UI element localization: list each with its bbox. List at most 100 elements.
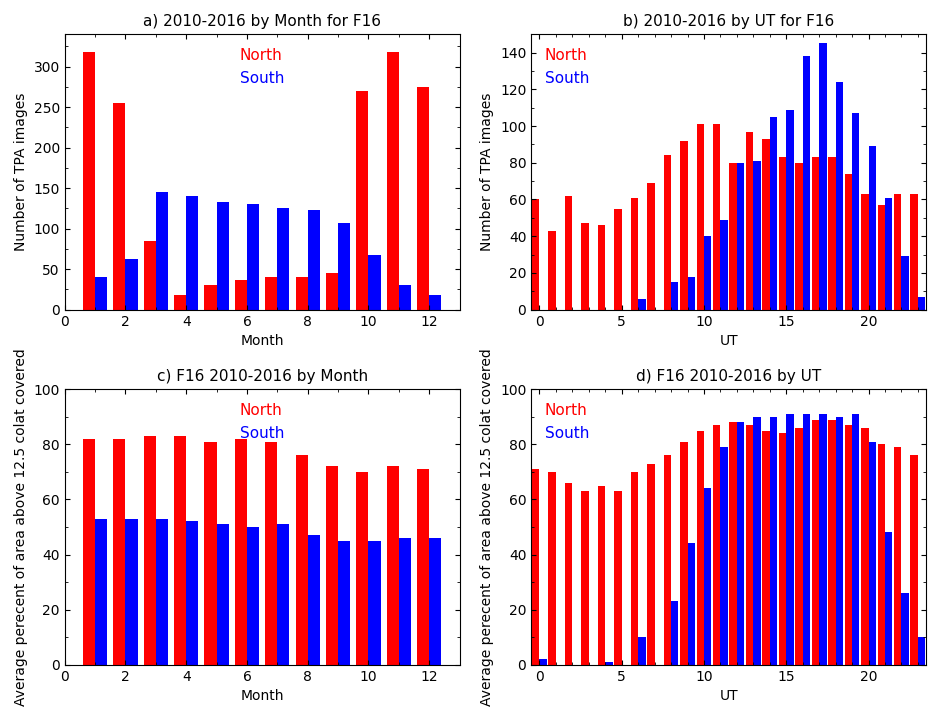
Bar	[532, 199, 540, 310]
Bar	[532, 469, 540, 665]
Bar	[648, 183, 654, 310]
Bar	[125, 260, 137, 310]
Bar	[917, 297, 925, 310]
Bar	[565, 196, 572, 310]
Bar	[746, 425, 753, 665]
Bar	[786, 414, 793, 665]
Bar	[83, 439, 95, 665]
Bar	[852, 414, 859, 665]
Bar	[216, 202, 228, 310]
X-axis label: UT: UT	[719, 689, 738, 703]
Bar	[671, 602, 679, 665]
Bar	[356, 472, 368, 665]
Bar	[720, 219, 728, 310]
Legend: North, South: North, South	[539, 397, 595, 447]
Title: a) 2010-2016 by Month for F16: a) 2010-2016 by Month for F16	[143, 14, 381, 29]
Bar	[186, 521, 198, 665]
Bar	[878, 205, 885, 310]
Bar	[828, 157, 836, 310]
Bar	[615, 209, 621, 310]
Y-axis label: Number of TPA images: Number of TPA images	[14, 92, 28, 251]
Legend: North, South: North, South	[234, 42, 290, 92]
Bar	[704, 488, 712, 665]
Bar	[277, 209, 290, 310]
Bar	[812, 157, 819, 310]
X-axis label: UT: UT	[719, 334, 738, 348]
Bar	[737, 422, 744, 665]
Bar	[762, 431, 770, 665]
Title: d) F16 2010-2016 by UT: d) F16 2010-2016 by UT	[636, 369, 822, 384]
Bar	[770, 117, 777, 310]
Bar	[681, 141, 687, 310]
Bar	[598, 225, 605, 310]
Title: c) F16 2010-2016 by Month: c) F16 2010-2016 by Month	[157, 369, 368, 384]
Bar	[786, 110, 793, 310]
Bar	[713, 124, 720, 310]
Bar	[885, 533, 892, 665]
Bar	[399, 538, 411, 665]
Bar	[204, 285, 216, 310]
Bar	[598, 485, 605, 665]
Bar	[174, 436, 186, 665]
Y-axis label: Average perecent of area above 12.5 colat covered: Average perecent of area above 12.5 cola…	[480, 348, 494, 706]
Bar	[144, 436, 156, 665]
Bar	[861, 194, 869, 310]
Bar	[265, 442, 277, 665]
Bar	[204, 442, 216, 665]
Bar	[368, 255, 381, 310]
Y-axis label: Average perecent of area above 12.5 colat covered: Average perecent of area above 12.5 cola…	[14, 348, 28, 706]
Bar	[638, 637, 646, 665]
Bar	[638, 299, 646, 310]
Bar	[156, 192, 168, 310]
Bar	[911, 455, 917, 665]
Bar	[911, 194, 917, 310]
Bar	[95, 518, 107, 665]
Bar	[548, 472, 556, 665]
Bar	[295, 455, 307, 665]
Bar	[277, 524, 290, 665]
Bar	[83, 52, 95, 310]
Bar	[828, 419, 836, 665]
Bar	[540, 659, 547, 665]
Bar	[399, 285, 411, 310]
Bar	[687, 543, 695, 665]
Bar	[861, 428, 869, 665]
Bar	[186, 196, 198, 310]
Bar	[885, 198, 892, 310]
Bar	[894, 447, 901, 665]
Legend: North, South: North, South	[539, 42, 595, 92]
Bar	[605, 662, 613, 665]
Bar	[664, 455, 671, 665]
Bar	[548, 231, 556, 310]
Bar	[144, 241, 156, 310]
Bar	[803, 414, 810, 665]
Bar	[368, 541, 381, 665]
Bar	[125, 518, 137, 665]
Bar	[746, 131, 753, 310]
Bar	[812, 419, 819, 665]
Bar	[901, 593, 909, 665]
Bar	[417, 87, 430, 310]
Bar	[417, 469, 430, 665]
Bar	[648, 464, 654, 665]
Bar	[156, 518, 168, 665]
Bar	[95, 277, 107, 310]
Bar	[671, 282, 679, 310]
Bar	[737, 163, 744, 310]
Title: b) 2010-2016 by UT for F16: b) 2010-2016 by UT for F16	[623, 14, 835, 29]
Bar	[687, 277, 695, 310]
Bar	[307, 535, 320, 665]
Bar	[894, 194, 901, 310]
Bar	[836, 417, 843, 665]
Bar	[795, 428, 803, 665]
Bar	[582, 491, 588, 665]
X-axis label: Month: Month	[241, 334, 284, 348]
Bar	[845, 425, 852, 665]
Bar	[307, 210, 320, 310]
Bar	[697, 431, 704, 665]
Bar	[819, 44, 826, 310]
Bar	[631, 472, 638, 665]
Bar	[753, 417, 760, 665]
Bar	[430, 538, 442, 665]
Bar	[681, 442, 687, 665]
